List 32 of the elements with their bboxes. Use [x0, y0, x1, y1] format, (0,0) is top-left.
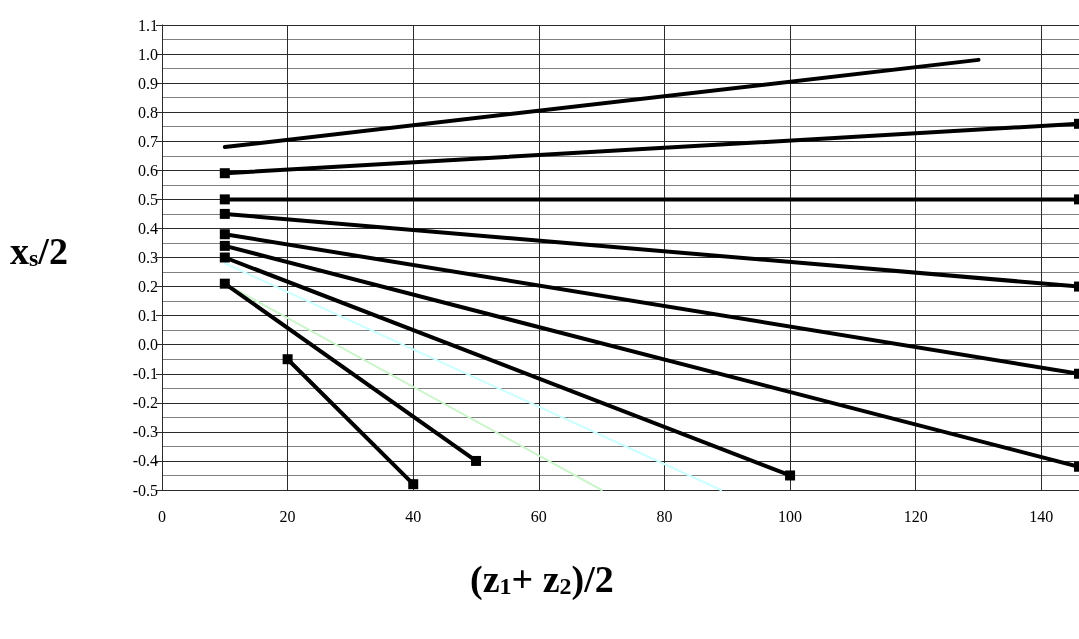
y-tick-label: 0.7: [138, 132, 158, 150]
y-tick-label: 0.8: [138, 103, 158, 121]
y-tick-label: 1.1: [138, 16, 158, 34]
y-tick-label: -0.5: [132, 481, 158, 499]
x-tick-label: 20: [279, 507, 296, 525]
y-tick-label: 0.9: [138, 74, 158, 92]
point: [219, 252, 230, 263]
x-tick-label: 0: [158, 507, 166, 525]
y-tick-label: -0.4: [132, 452, 158, 470]
x-tick-label: 120: [903, 507, 928, 525]
x-tick-label: 60: [530, 507, 547, 525]
x-tick-label: 100: [778, 507, 803, 525]
x-tick-label: 80: [656, 507, 673, 525]
y-tick-label: 0.1: [138, 307, 158, 325]
y-tick-label: -0.3: [132, 423, 158, 441]
x-tick-label: 40: [405, 507, 422, 525]
point: [219, 278, 230, 289]
y-tick-label: 0.6: [138, 161, 158, 179]
y-tick-label: 0.4: [138, 219, 158, 237]
y-tick-label: 0.2: [138, 278, 158, 296]
y-tick-label: 0.0: [138, 336, 158, 354]
y-tick-label: 0.5: [138, 190, 158, 208]
x-tick-label: 140: [1029, 507, 1054, 525]
y-tick-label: 0.3: [138, 249, 158, 266]
point: [282, 354, 293, 365]
y-axis-title: xs/2: [10, 230, 68, 272]
point: [408, 479, 419, 490]
point: [471, 455, 482, 466]
y-tick-label: -0.1: [132, 365, 158, 383]
x-axis-title: (z1+ z2)/2: [470, 558, 614, 601]
y-tick-label: -0.2: [132, 394, 158, 412]
y-tick-label: 1.0: [138, 45, 158, 63]
